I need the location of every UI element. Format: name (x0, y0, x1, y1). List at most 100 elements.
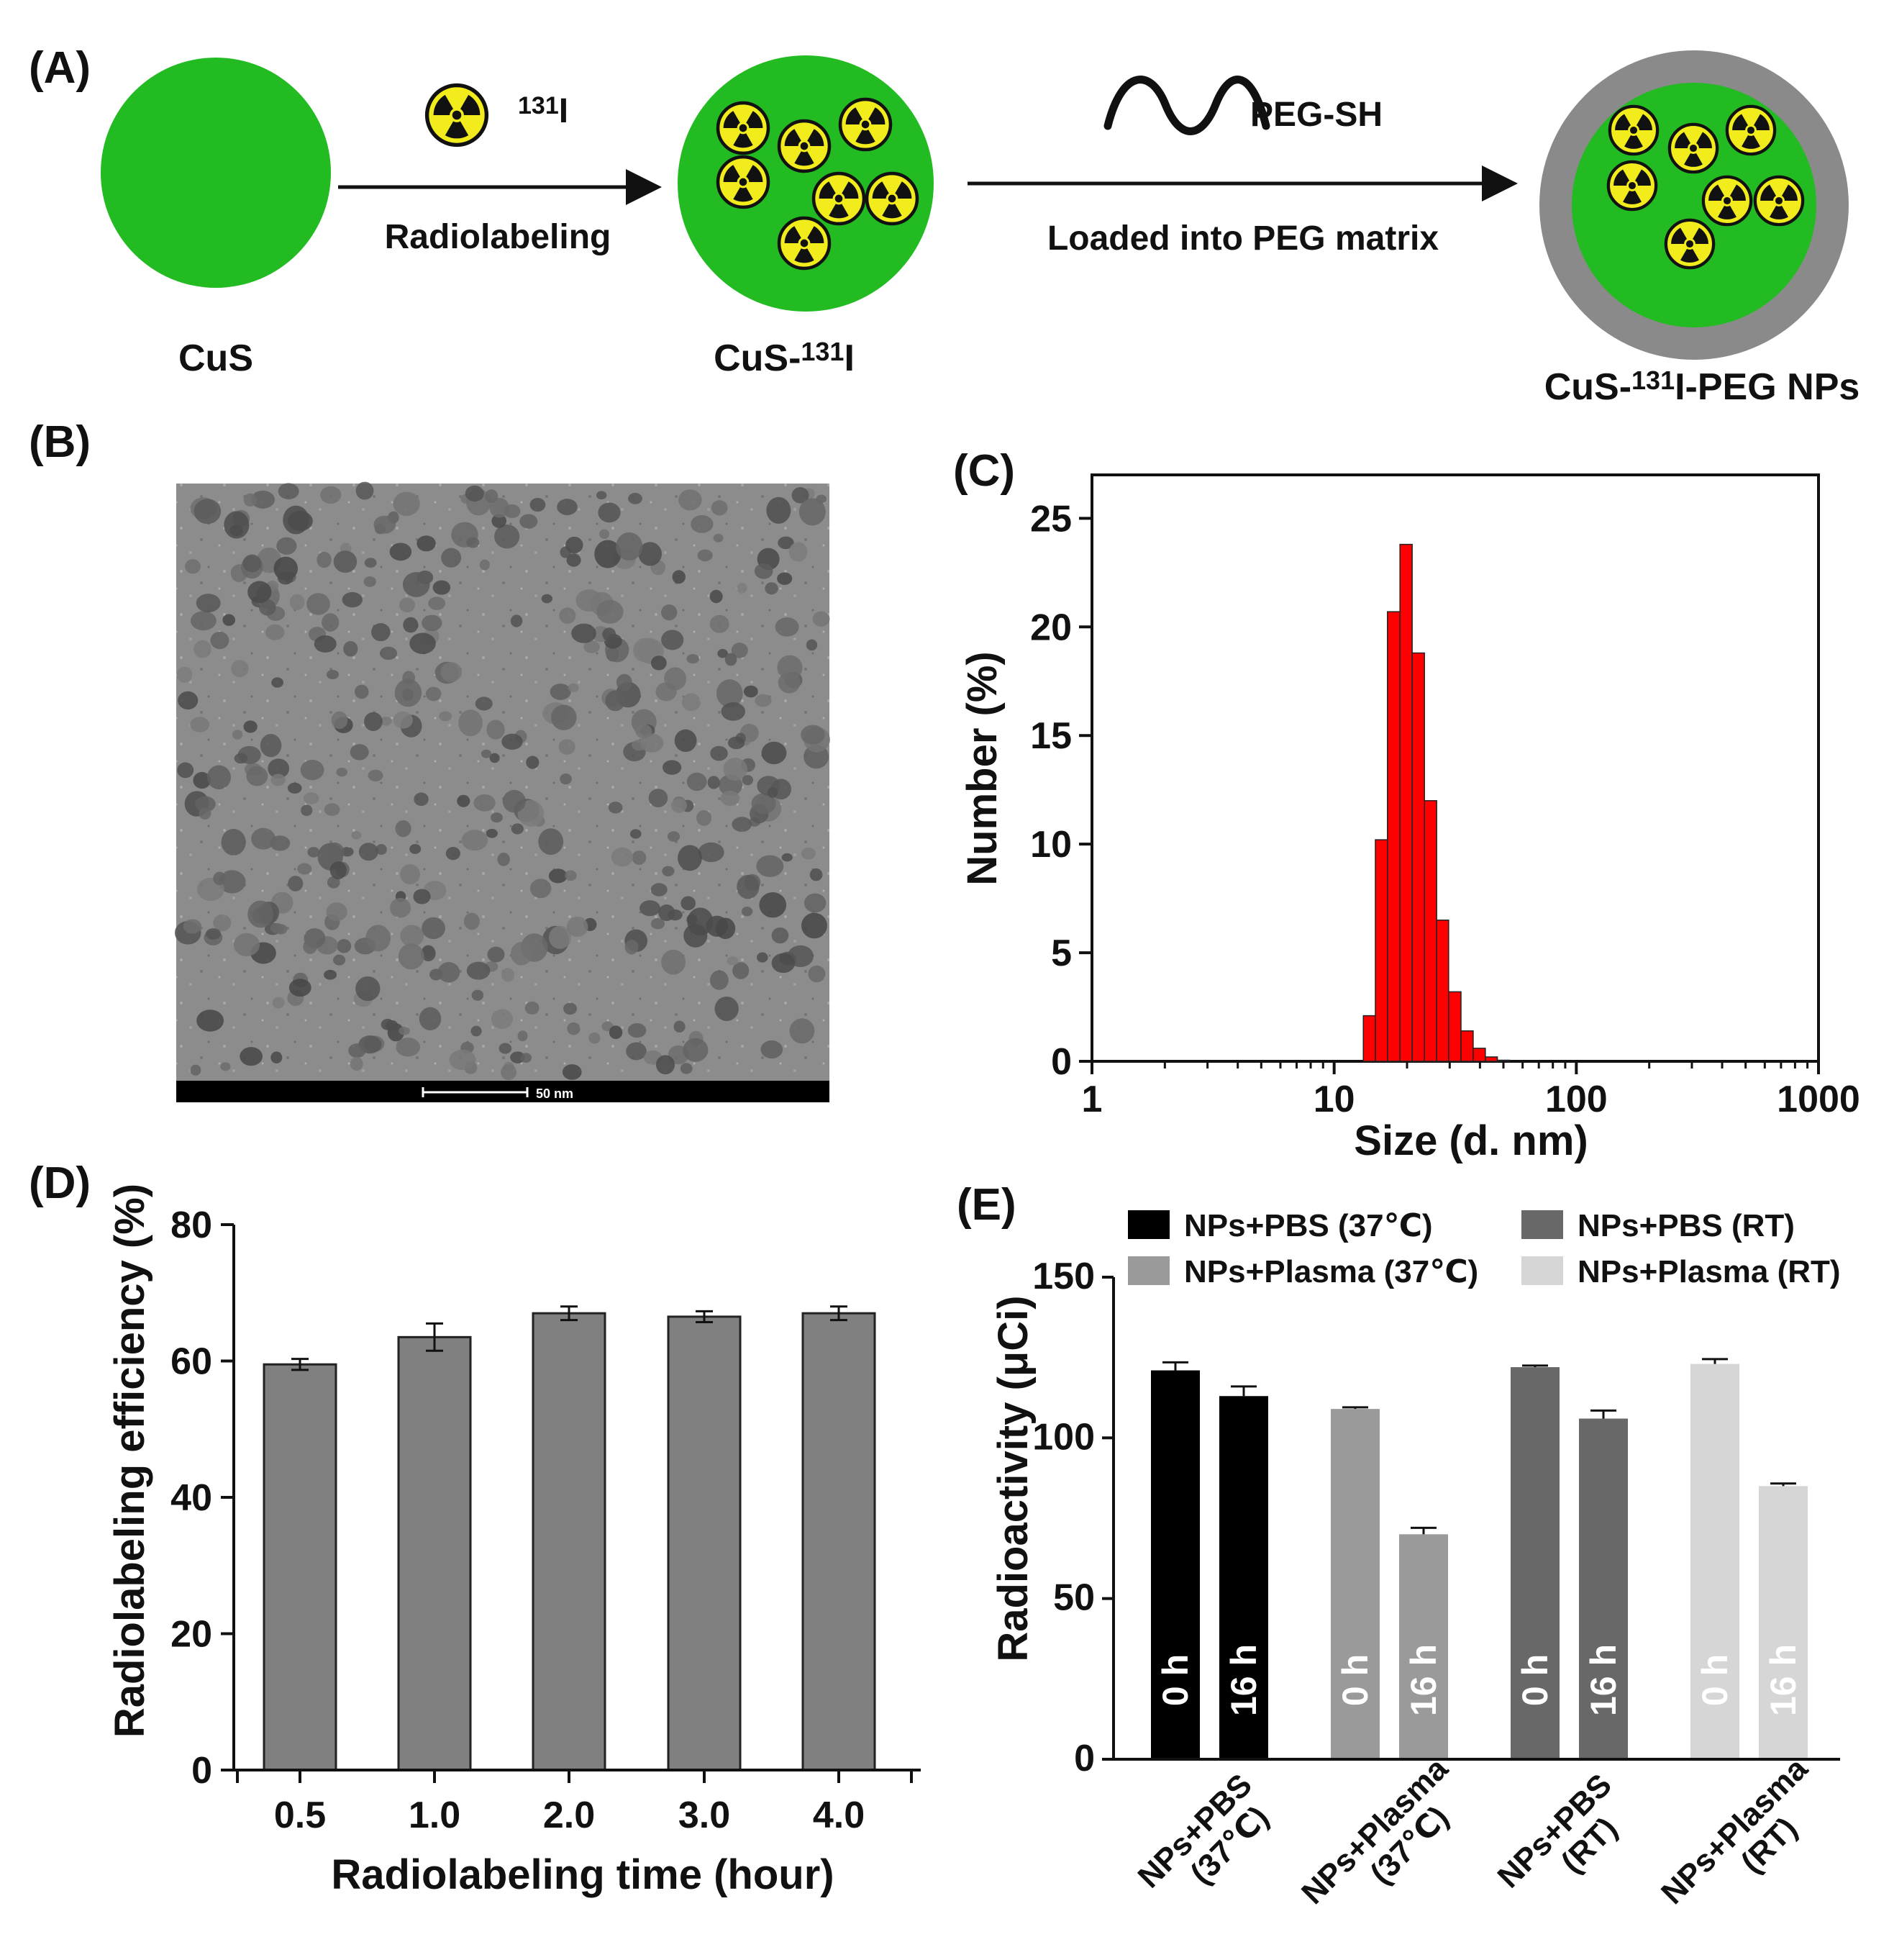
chart-d-bars (263, 1305, 876, 1771)
y-tick-label: 0 (1074, 1738, 1095, 1779)
panel-c-label: (C) (953, 446, 1015, 496)
tem-particle (231, 660, 249, 678)
x-tick-label: 1000 (1777, 1079, 1860, 1120)
tem-particle (806, 639, 818, 651)
tem-particle (364, 712, 383, 731)
tem-particle (393, 711, 413, 729)
tem-particle (439, 711, 452, 722)
tem-particle (458, 709, 483, 737)
tem-particle (759, 892, 787, 918)
tem-particle (778, 536, 794, 550)
tem-particle (691, 514, 714, 533)
tem-particle (350, 744, 369, 761)
tem-particle (550, 684, 571, 700)
bar (667, 1315, 742, 1771)
tem-particle (195, 796, 216, 812)
tem-particle (673, 1020, 686, 1033)
tem-particle (639, 900, 660, 917)
tem-particle (720, 790, 740, 807)
tem-particle (307, 847, 320, 858)
tem-particle (499, 1043, 512, 1054)
tem-particle (457, 794, 470, 807)
tem-particle (605, 690, 625, 712)
y-tick-label: 5 (1051, 933, 1072, 974)
legend-label: NPs+PBS (37℃) (1184, 1208, 1433, 1243)
tem-particle (650, 883, 668, 897)
chart-d-xlabel: Radiolabeling time (hour) (331, 1851, 834, 1898)
tem-particle (396, 1038, 421, 1057)
tem-particle (717, 648, 728, 658)
tem-particle (491, 1009, 514, 1029)
tem-particle (333, 954, 346, 966)
tem-particle (756, 855, 784, 877)
histogram-bar (1399, 543, 1413, 1062)
tem-particle (288, 979, 311, 997)
tem-particle (327, 876, 340, 889)
tem-particle (351, 830, 362, 840)
panel-a: (A) CuS 131I Radiolabeling CuS-131I PEG-… (29, 43, 1860, 408)
tem-particle (414, 792, 429, 807)
tem-particle (804, 893, 827, 913)
scale-bar-label: 50 nm (536, 1086, 573, 1101)
cus-i131-peg-label: CuS-131I-PEG NPs (1544, 366, 1860, 408)
histogram-bar (1460, 1030, 1474, 1062)
panel-d-label: (D) (29, 1158, 91, 1208)
tem-particle (251, 827, 276, 850)
tem-particle (789, 1018, 815, 1044)
panel-b-label: (B) (29, 417, 91, 467)
tem-particle (246, 766, 268, 786)
tem-particle (222, 614, 236, 626)
tem-particle (341, 847, 354, 857)
tem-particle (766, 496, 791, 524)
bar (1690, 1364, 1739, 1759)
tem-particle (801, 912, 827, 939)
tem-particle (598, 502, 621, 523)
tem-particle (247, 900, 274, 928)
tem-particle (550, 704, 577, 730)
radiation-icon (1666, 220, 1713, 268)
tem-particle (190, 611, 217, 631)
tem-particle (737, 583, 747, 594)
tem-particle (681, 896, 696, 911)
tem-particle (475, 697, 493, 711)
tem-particle (548, 868, 568, 884)
bar-time-label: 0 h (1155, 1654, 1196, 1706)
tem-particle (781, 853, 793, 862)
tem-particle (491, 812, 503, 823)
tem-particle (616, 673, 632, 691)
tem-particle (696, 809, 712, 826)
radiation-icon (718, 103, 768, 153)
tem-particle (801, 725, 825, 745)
tem-particle (220, 1062, 231, 1071)
tem-particle (538, 828, 564, 856)
tem-particle (373, 515, 396, 534)
tem-particle (526, 756, 540, 769)
panel-b: (B) 50 nm (29, 417, 830, 1102)
tem-particle (658, 904, 675, 921)
bar (1399, 1534, 1448, 1759)
tem-particle (243, 493, 257, 507)
tem-particle (655, 1055, 675, 1075)
tem-particle (314, 635, 337, 653)
tem-particle (421, 945, 436, 962)
tem-particle (711, 500, 728, 516)
tem-particle (583, 640, 600, 653)
peg-chain-icon (1103, 76, 1270, 135)
tem-particle (714, 997, 739, 1021)
tem-particle (721, 702, 746, 721)
tem-particle (683, 1038, 709, 1062)
bar (1759, 1486, 1808, 1759)
tem-particle (288, 876, 304, 891)
peg-sh-label: PEG-SH (1250, 96, 1383, 134)
tem-particle (638, 542, 663, 566)
tem-particle (761, 741, 787, 765)
radiation-icon (1755, 177, 1803, 224)
x-tick-label: 0.5 (274, 1795, 326, 1836)
tem-particle (265, 624, 285, 640)
tem-particle (575, 589, 603, 612)
tem-particle (337, 939, 352, 953)
chart-d-axes: 0 20 40 60 80 0.5 1.0 2.0 3.0 4.0 (170, 1204, 921, 1836)
tem-particle (425, 686, 442, 702)
y-tick-label: 100 (1032, 1416, 1095, 1458)
tem-particle (678, 489, 702, 511)
